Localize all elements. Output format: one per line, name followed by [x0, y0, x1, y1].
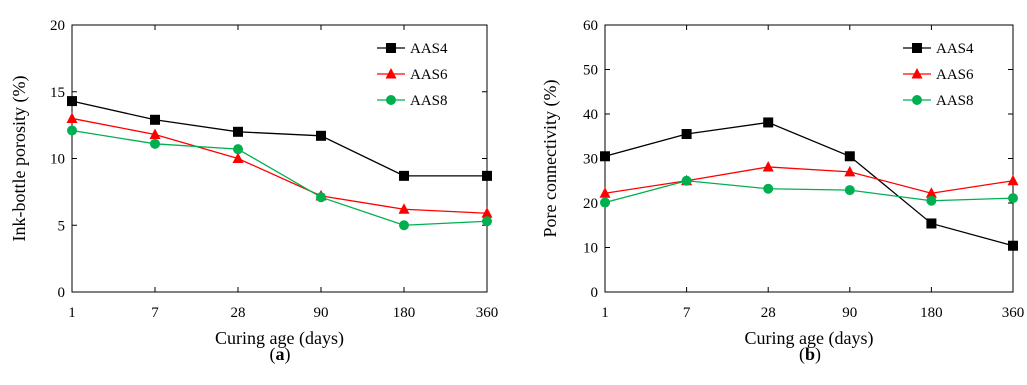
x-tick-label: 1: [68, 305, 76, 321]
x-tick-label: 90: [842, 305, 857, 321]
y-axis-title: Pore connectivity (%): [540, 80, 561, 238]
chart-panel-b: 0 10 20 30 40 50 60 1 7 28 90 180 360 Curing age (day…: [540, 18, 1024, 365]
data-point-aas8: [482, 216, 492, 227]
y-tick-label: 40: [583, 107, 598, 123]
legend: AAS4 AAS6 AAS8: [903, 41, 974, 109]
data-point-aas6: [762, 160, 774, 172]
data-point-aas4: [926, 218, 937, 229]
data-point-aas6: [232, 152, 244, 163]
series-line-aas4: [71, 100, 487, 177]
x-tick-label: 90: [314, 305, 329, 321]
panel-caption: (a): [270, 344, 291, 365]
x-tick-label: 1: [601, 305, 609, 321]
x-tick-label: 7: [683, 305, 691, 321]
data-point-aas4: [316, 130, 326, 141]
legend: AAS4 AAS6 AAS8: [377, 41, 448, 109]
y-tick-label: 20: [50, 18, 65, 34]
y-tick-label: 30: [583, 152, 598, 168]
series-line-aas4: [604, 121, 1014, 247]
data-point-aas4: [844, 151, 855, 162]
data-point-aas6: [149, 128, 161, 139]
x-tick-label: 360: [1002, 305, 1025, 321]
x-axis-title: Curing age (days): [745, 328, 874, 349]
panel-caption: (b): [799, 344, 821, 365]
caption-letter: b: [805, 344, 815, 364]
legend-label-aas8: AAS8: [410, 93, 448, 109]
data-point-aas4: [233, 126, 243, 137]
data-point-aas8: [844, 185, 855, 196]
y-tick-label: 10: [50, 152, 65, 168]
caption-letter: a: [276, 344, 285, 364]
data-point-aas6: [66, 112, 78, 123]
legend-marker: [386, 43, 396, 53]
data-point-aas8: [600, 197, 610, 208]
y-tick-label: 5: [58, 218, 66, 234]
data-point-aas8: [681, 175, 692, 186]
data-point-aas6: [844, 165, 856, 177]
legend-label-aas6: AAS6: [410, 67, 448, 83]
series-line-aas6: [604, 166, 1014, 194]
plot-frame: [604, 24, 1014, 293]
y-tick-label: 10: [583, 241, 598, 257]
x-tick-label: 180: [920, 305, 943, 321]
series-line-aas8: [71, 129, 488, 226]
series-line-aas8: [604, 180, 1014, 204]
legend-marker: [386, 95, 396, 105]
legend-label-aas8: AAS8: [936, 93, 974, 109]
legend-marker: [912, 43, 922, 53]
caption-open-paren: (: [799, 344, 805, 365]
data-point-aas8: [316, 192, 326, 203]
legend-marker: [385, 68, 397, 79]
data-point-aas8: [399, 220, 409, 231]
y-tick-label: 60: [583, 18, 598, 34]
chart-panel-a: 0 5 10 15 20 1 7 28 90 180 360 Curing age (days) Ink…: [9, 18, 498, 365]
caption-close-paren: ): [285, 344, 291, 365]
caption-close-paren: ): [815, 344, 821, 365]
caption-open-paren: (: [270, 344, 276, 365]
data-point-aas6: [481, 207, 493, 218]
y-tick-label: 0: [591, 285, 599, 301]
data-point-aas4: [1008, 240, 1018, 251]
data-point-aas8: [150, 138, 160, 149]
data-point-aas8: [763, 183, 774, 194]
legend-label-aas4: AAS4: [936, 41, 974, 57]
data-point-aas4: [150, 114, 160, 125]
data-point-aas6: [599, 187, 611, 198]
x-tick-label: 28: [231, 305, 246, 321]
legend-label-aas4: AAS4: [410, 41, 448, 57]
data-point-aas4: [67, 96, 77, 107]
data-point-aas4: [600, 151, 610, 162]
data-point-aas4: [763, 117, 774, 128]
x-tick-label: 360: [476, 305, 499, 321]
y-tick-label: 15: [50, 85, 65, 101]
data-point-aas8: [67, 125, 77, 136]
data-point-aas6: [398, 203, 410, 214]
data-point-aas8: [233, 144, 243, 155]
data-point-aas4: [482, 170, 492, 181]
data-point-aas8: [926, 195, 937, 206]
data-point-aas4: [399, 170, 409, 181]
y-tick-label: 0: [58, 285, 66, 301]
plot-frame: [71, 24, 488, 293]
x-tick-label: 7: [151, 305, 159, 321]
legend-marker: [912, 95, 922, 105]
x-tick-label: 28: [761, 305, 776, 321]
data-point-aas4: [681, 129, 692, 140]
x-tick-label: 180: [393, 305, 416, 321]
y-tick-label: 20: [583, 196, 598, 212]
data-point-aas6: [1007, 174, 1019, 186]
data-point-aas8: [1008, 193, 1018, 204]
y-tick-label: 50: [583, 63, 598, 79]
x-axis-title: Curing age (days): [215, 328, 344, 349]
legend-label-aas6: AAS6: [936, 67, 974, 83]
legend-marker: [911, 68, 923, 79]
y-axis-title: Ink-bottle porosity (%): [9, 76, 30, 242]
series-line-aas6: [71, 117, 488, 214]
data-point-aas6: [925, 187, 937, 198]
